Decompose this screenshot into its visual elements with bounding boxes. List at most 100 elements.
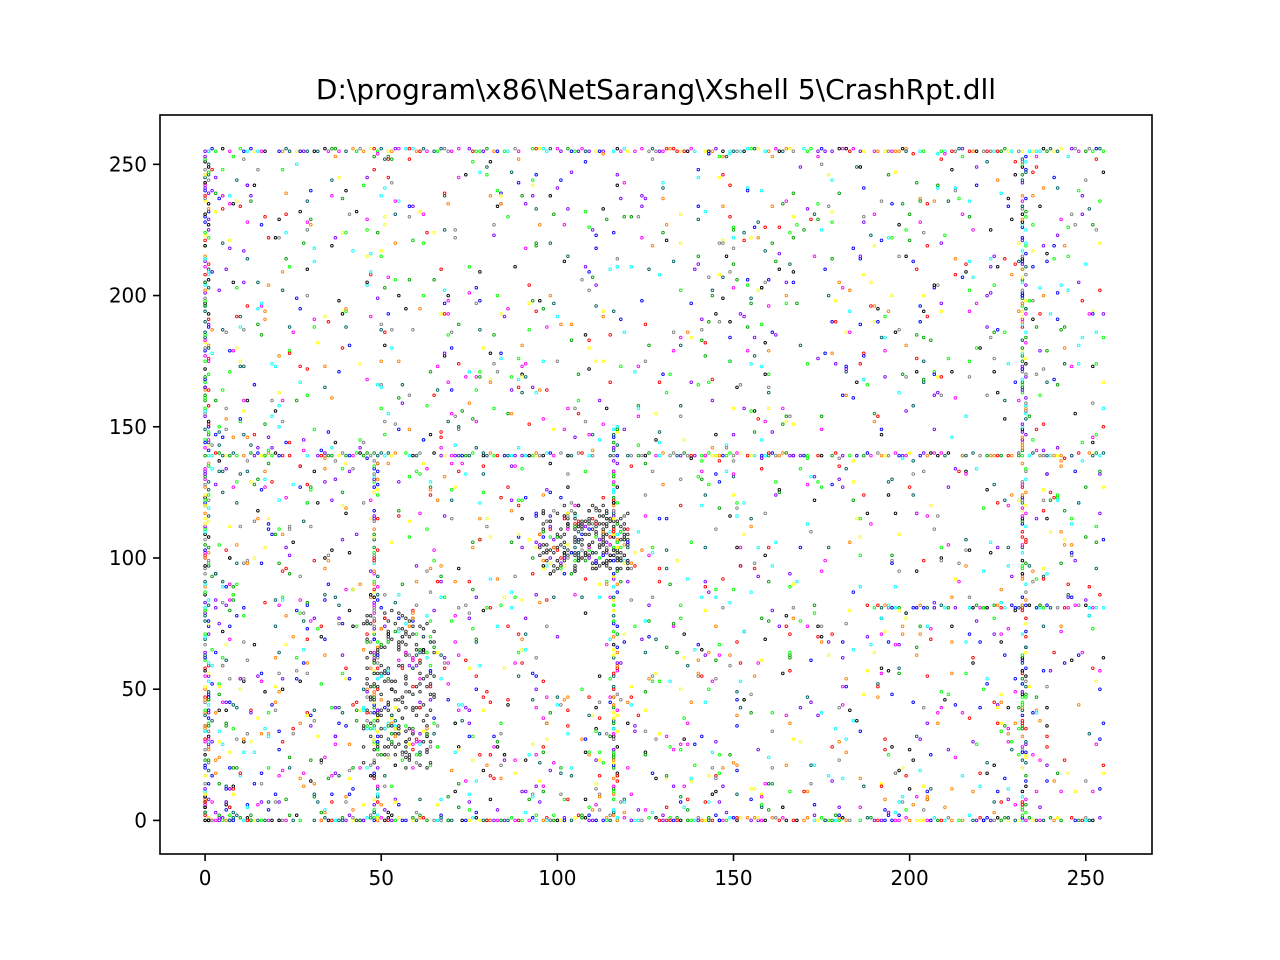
data-point <box>890 149 894 153</box>
data-point <box>809 763 813 768</box>
data-point <box>633 369 637 374</box>
data-point <box>414 818 419 823</box>
data-point <box>953 149 958 153</box>
data-point <box>932 283 937 287</box>
data-point <box>918 220 922 224</box>
data-point <box>361 440 366 445</box>
chart-title: D:\program\x86\NetSarang\Xshell 5\CrashR… <box>316 73 996 106</box>
data-point <box>840 816 845 820</box>
data-point <box>467 666 472 670</box>
data-point <box>301 241 306 245</box>
data-point <box>957 579 961 584</box>
data-point <box>1045 724 1049 728</box>
data-point <box>534 390 538 395</box>
data-point <box>988 818 993 823</box>
data-point <box>439 676 443 681</box>
data-point <box>763 149 767 153</box>
data-point <box>471 451 475 455</box>
data-point <box>1066 606 1070 610</box>
data-point <box>464 472 468 476</box>
data-point <box>372 624 376 628</box>
data-point <box>608 516 612 521</box>
data-point <box>383 330 387 335</box>
data-point <box>319 634 324 639</box>
data-point <box>1080 335 1085 340</box>
data-point <box>710 679 715 684</box>
data-point <box>569 550 574 555</box>
y-tick-label: 250 <box>109 152 147 176</box>
data-point <box>220 742 225 747</box>
data-point <box>1017 259 1021 264</box>
data-point <box>361 687 366 691</box>
data-point <box>580 737 584 741</box>
data-point <box>566 543 570 547</box>
data-point <box>759 805 764 810</box>
data-point <box>203 516 207 521</box>
data-point <box>407 758 412 762</box>
data-point <box>495 453 500 458</box>
data-point <box>206 818 211 823</box>
data-point <box>344 306 348 311</box>
data-point <box>717 320 722 324</box>
data-point <box>245 183 250 188</box>
data-point <box>781 406 785 411</box>
data-point <box>323 598 327 602</box>
data-point <box>943 805 947 810</box>
data-point <box>404 451 408 455</box>
data-point <box>298 679 302 684</box>
data-point <box>615 729 620 733</box>
data-point <box>735 149 739 153</box>
data-point <box>1055 186 1060 190</box>
data-point <box>1048 816 1053 820</box>
data-point <box>527 797 531 802</box>
data-point <box>252 383 257 387</box>
data-point <box>844 467 848 471</box>
data-point <box>735 697 739 702</box>
data-point <box>594 550 598 555</box>
data-point <box>611 440 616 445</box>
data-point <box>900 766 905 770</box>
data-point <box>812 254 817 258</box>
data-point <box>717 818 722 823</box>
data-point <box>442 666 447 670</box>
data-point <box>1006 545 1011 550</box>
data-point <box>717 642 722 647</box>
data-point <box>921 230 926 235</box>
data-point <box>368 592 373 597</box>
data-point <box>266 711 271 715</box>
data-point <box>710 766 715 770</box>
data-point <box>626 566 630 571</box>
data-point <box>848 309 852 314</box>
data-point <box>217 739 221 744</box>
data-point <box>548 514 553 518</box>
data-point <box>619 558 623 563</box>
data-point <box>555 703 560 707</box>
data-point <box>816 818 820 823</box>
data-point <box>319 758 324 762</box>
data-point <box>411 816 415 820</box>
data-point <box>368 763 373 768</box>
data-point <box>379 627 383 631</box>
data-point <box>238 364 243 369</box>
data-point <box>904 149 908 153</box>
data-point <box>235 346 239 350</box>
data-point <box>590 561 595 565</box>
data-point <box>333 440 338 445</box>
data-point <box>203 739 207 744</box>
data-point <box>950 149 954 153</box>
data-point <box>587 813 591 817</box>
y-tick-label: 200 <box>109 284 147 308</box>
data-point <box>298 485 302 489</box>
data-point <box>421 648 426 652</box>
data-point <box>1073 603 1077 607</box>
data-point <box>1080 650 1085 655</box>
data-point <box>1020 653 1025 657</box>
data-point <box>1062 537 1067 542</box>
data-point <box>203 792 207 796</box>
data-point <box>869 642 873 647</box>
data-point <box>559 766 563 770</box>
data-point <box>636 529 641 534</box>
data-point <box>238 314 243 319</box>
data-point <box>249 813 253 817</box>
data-point <box>858 729 863 733</box>
